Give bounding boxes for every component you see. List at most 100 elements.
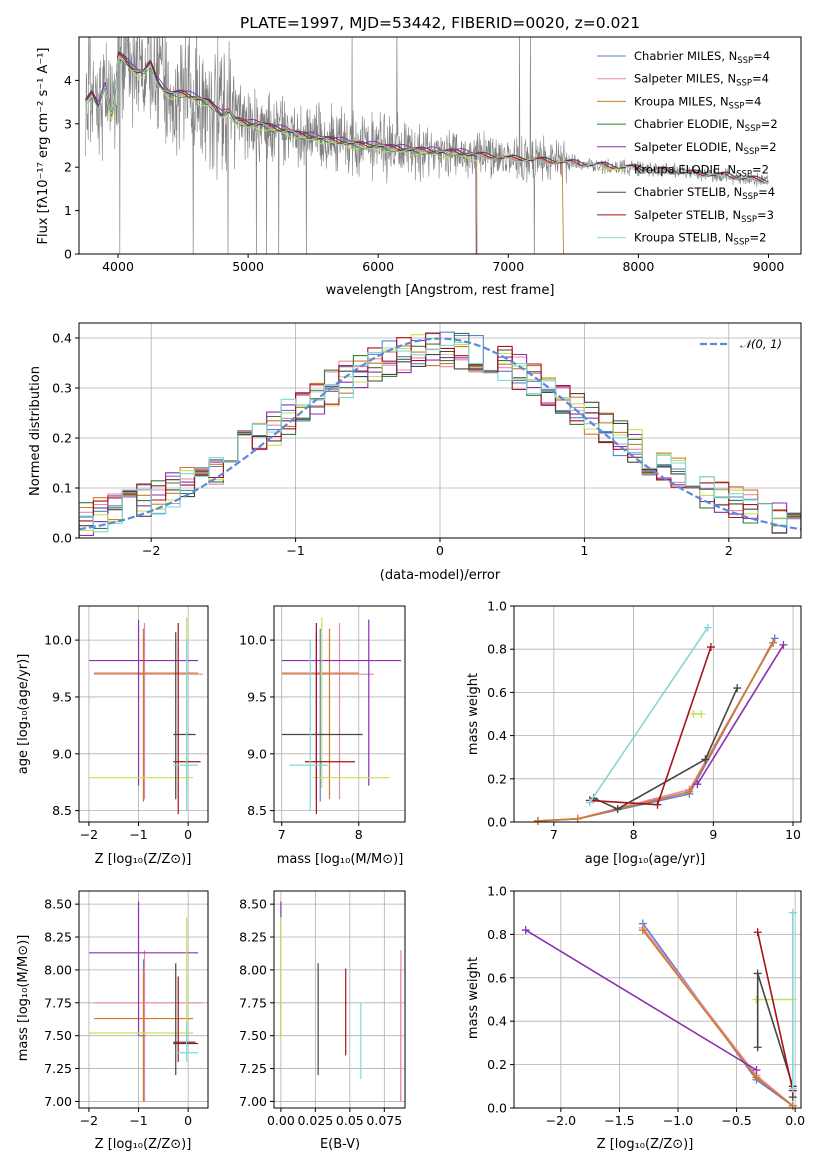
y-tick-label: 0 <box>64 247 72 262</box>
x-tick-label: −2 <box>80 1113 98 1128</box>
axes-frame <box>273 605 406 823</box>
legend-label-kroupa_miles: Kroupa MILES, NSSP=4 <box>634 94 761 111</box>
x-tick-label: 4000 <box>102 259 134 274</box>
model-kroupa_stelib <box>85 55 769 185</box>
y-tick-label: 0.1 <box>52 481 72 496</box>
x-tick-label: −1.5 <box>604 1113 634 1128</box>
axes-frame <box>513 605 802 823</box>
y-tick-label: 8.00 <box>44 962 72 977</box>
x-tick-label: 8 <box>630 827 638 842</box>
y-tick-label: 0.6 <box>487 970 507 985</box>
weight-vs-age-xlabel: age [log₁₀(age/yr)] <box>585 852 706 867</box>
weight-vs-age-ylabel: mass weight <box>466 673 481 755</box>
y-tick-label: 0.4 <box>487 1014 507 1029</box>
residual-ylabel: Normed distribution <box>28 366 43 496</box>
y-tick-label: 0.4 <box>52 331 72 346</box>
weight-vs-z-xlabel: Z [log₁₀(Z/Z⊙)] <box>597 1137 694 1152</box>
y-tick-label: 0.0 <box>52 531 72 546</box>
age-vs-mass-xlabel: mass [log₁₀(M/M⊙)] <box>277 852 404 867</box>
point-kroupa_stelib <box>703 623 712 632</box>
x-tick-label: 6000 <box>362 259 394 274</box>
x-tick-label: 0 <box>184 827 192 842</box>
point-kroupa_miles <box>638 926 647 935</box>
x-tick-label: −1.0 <box>663 1113 693 1128</box>
point-chabrier_stelib <box>733 684 742 693</box>
spectrum-ylabel: Flux [fλ10⁻¹⁷ erg cm⁻² s⁻¹ A⁻¹] <box>36 48 51 245</box>
x-tick-label: 9000 <box>753 259 785 274</box>
y-tick-label: 0.0 <box>487 815 507 830</box>
normal-curve <box>79 337 801 531</box>
x-tick-label: 0.05 <box>336 1113 364 1128</box>
x-tick-label: 0 <box>436 543 444 558</box>
y-tick-label: 0.0 <box>487 1101 507 1116</box>
mass-vs-ebv-xlabel: E(B-V) <box>320 1137 360 1152</box>
y-tick-label: 8.50 <box>239 897 267 912</box>
y-tick-label: 0.6 <box>487 685 507 700</box>
mass-vs-z-ylabel: mass [log₁₀(M/M⊙)] <box>16 935 31 1062</box>
series-kroupa_stelib <box>589 627 709 804</box>
series-chabrier_stelib <box>593 687 738 810</box>
x-tick-label: 0 <box>184 1113 192 1128</box>
x-tick-label: −1 <box>286 543 304 558</box>
point-salpeter_stelib <box>653 800 662 809</box>
y-tick-label: 7.50 <box>239 1028 267 1043</box>
axes-frame <box>78 890 209 1109</box>
point-chabrier_stelib <box>613 805 622 814</box>
series-salpeter_elodie <box>696 644 785 785</box>
point-kroupa_stelib <box>788 908 797 917</box>
age-vs-z-xlabel: Z [log₁₀(Z/Z⊙)] <box>95 852 192 867</box>
point-kroupa_elodie <box>697 710 706 718</box>
x-tick-label: 0.025 <box>297 1113 333 1128</box>
series-salpeter_elodie <box>525 929 757 1071</box>
axes-frame <box>273 890 406 1109</box>
point-salpeter_stelib <box>753 928 762 937</box>
x-tick-label: −0.5 <box>721 1113 751 1128</box>
point-kroupa_stelib <box>788 1084 797 1093</box>
y-tick-label: 0.2 <box>487 1057 507 1072</box>
legend-label-salpeter_stelib: Salpeter STELIB, NSSP=3 <box>634 208 774 225</box>
histograms <box>79 331 801 538</box>
point-kroupa_miles <box>769 638 778 647</box>
y-tick-label: 0.4 <box>487 728 507 743</box>
spectrum-xlabel: wavelength [Angstrom, rest frame] <box>326 283 555 298</box>
y-tick-label: 0.8 <box>487 642 507 657</box>
series-kroupa_miles <box>537 642 774 822</box>
y-tick-label: 9.0 <box>247 746 267 761</box>
y-tick-label: 0.2 <box>487 771 507 786</box>
point-salpeter_elodie <box>693 780 702 789</box>
point-chabrier_stelib <box>753 969 762 978</box>
y-tick-label: 8.5 <box>52 803 72 818</box>
y-tick-label: 7.75 <box>239 995 267 1010</box>
y-tick-label: 1.0 <box>487 599 507 614</box>
y-tick-label: 10.0 <box>239 633 267 648</box>
point-kroupa_miles <box>533 816 542 825</box>
point-kroupa_miles <box>685 787 694 796</box>
y-tick-label: 8.00 <box>239 962 267 977</box>
x-tick-label: −2 <box>142 543 160 558</box>
axes-frame <box>513 890 802 1109</box>
y-tick-label: 2 <box>64 160 72 175</box>
x-tick-label: 7 <box>550 827 558 842</box>
point-kroupa_miles <box>573 814 582 823</box>
y-tick-label: 9.0 <box>52 746 72 761</box>
weight-vs-z-plot: −2.0 −1.5 −1.0 −0.5 0.0 0.0 0.2 0.4 0.6 0.8 1.0 <box>487 884 805 1129</box>
y-tick-label: 8.50 <box>44 897 72 912</box>
legend-label-normal: 𝒩(0, 1) <box>740 337 782 351</box>
x-tick-label: 0.00 <box>267 1113 295 1128</box>
y-tick-label: 8.25 <box>44 930 72 945</box>
y-tick-label: 10.0 <box>44 633 72 648</box>
mass-vs-ebv-plot: 0.00 0.025 0.05 0.075 7.00 7.25 7.50 7.75 8.00 8.… <box>239 890 406 1128</box>
point-salpeter_elodie <box>752 1066 761 1075</box>
mass-vs-z-xlabel: Z [log₁₀(Z/Z⊙)] <box>95 1137 192 1152</box>
y-tick-label: 7.75 <box>44 995 72 1010</box>
x-tick-label: −1 <box>129 827 147 842</box>
x-tick-label: 2 <box>725 543 733 558</box>
legend-label-chabrier_miles: Chabrier MILES, NSSP=4 <box>634 49 770 66</box>
age-vs-mass-plot: 7 8 8.5 9.0 9.5 10.0 <box>239 605 406 842</box>
x-tick-label: 7000 <box>492 259 524 274</box>
x-tick-label: −1 <box>129 1113 147 1128</box>
x-tick-label: 1 <box>580 543 588 558</box>
y-tick-label: 4 <box>64 73 72 88</box>
spectrum-traces <box>85 37 769 254</box>
y-tick-label: 7.25 <box>44 1061 72 1076</box>
